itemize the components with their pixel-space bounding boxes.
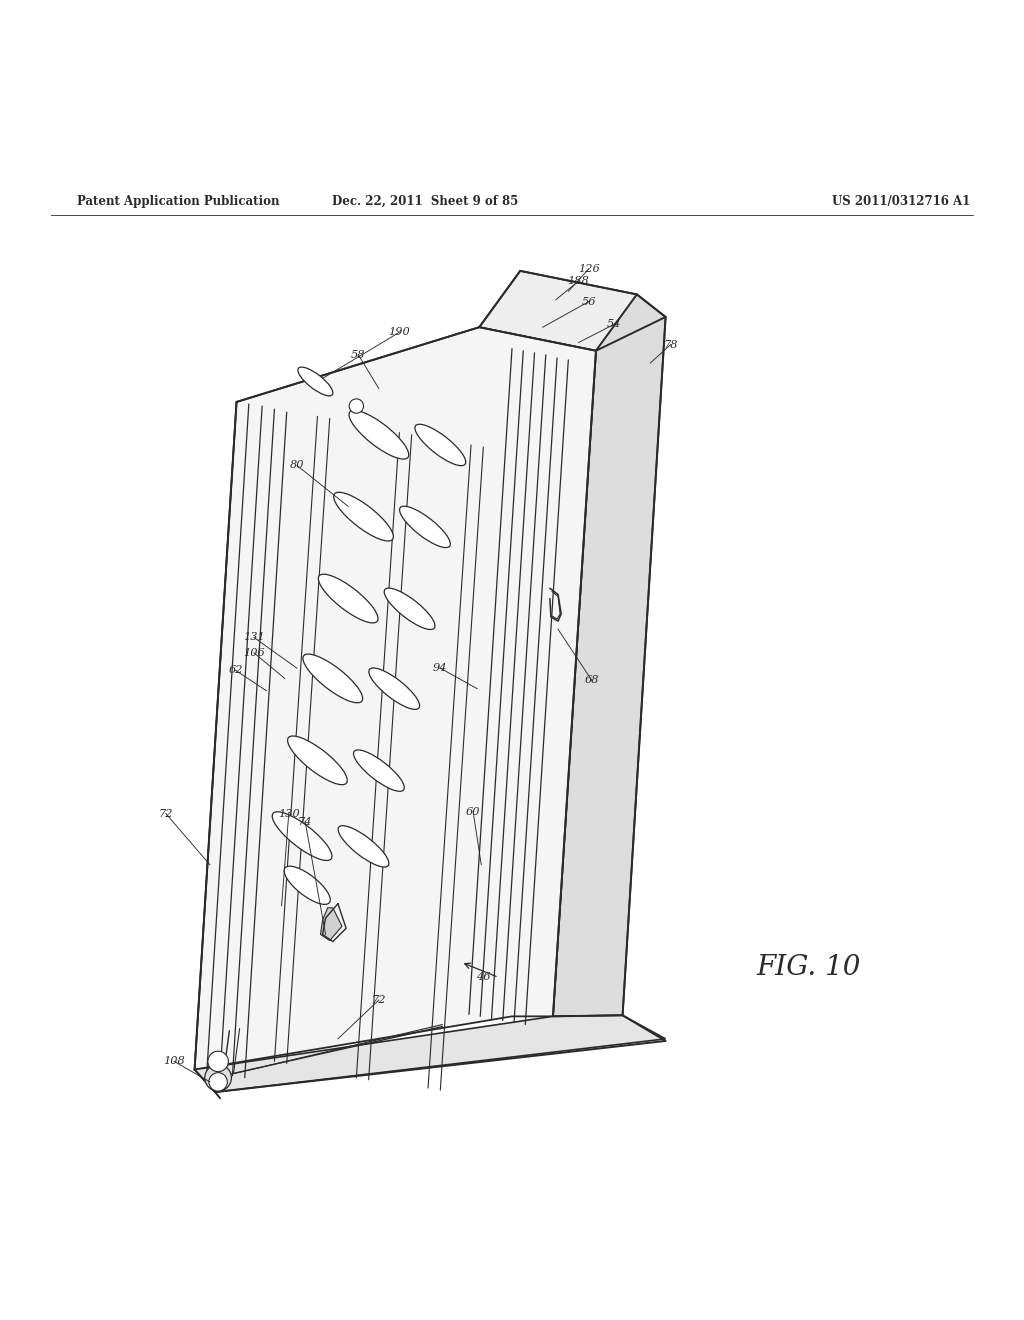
Text: 106: 106	[243, 648, 265, 657]
Text: 131: 131	[243, 632, 265, 643]
Ellipse shape	[369, 668, 420, 709]
Ellipse shape	[349, 411, 409, 459]
Ellipse shape	[415, 424, 466, 466]
Text: 68: 68	[585, 676, 599, 685]
Polygon shape	[321, 908, 342, 941]
Text: Dec. 22, 2011  Sheet 9 of 85: Dec. 22, 2011 Sheet 9 of 85	[332, 195, 518, 207]
Ellipse shape	[353, 750, 404, 791]
Text: 108: 108	[163, 1056, 185, 1067]
Text: 60: 60	[466, 807, 480, 817]
Text: 54: 54	[607, 319, 622, 329]
Text: 72: 72	[372, 995, 386, 1005]
Text: 80: 80	[290, 461, 304, 470]
Text: 72: 72	[159, 809, 173, 818]
Text: US 2011/0312716 A1: US 2011/0312716 A1	[831, 195, 971, 207]
Text: 94: 94	[433, 663, 447, 673]
Ellipse shape	[303, 655, 362, 702]
Ellipse shape	[338, 825, 389, 867]
Ellipse shape	[298, 367, 333, 396]
Ellipse shape	[272, 812, 332, 861]
Ellipse shape	[318, 574, 378, 623]
Text: 78: 78	[664, 339, 678, 350]
Circle shape	[208, 1051, 228, 1072]
Text: 188: 188	[567, 276, 590, 286]
Text: 62: 62	[228, 665, 243, 676]
Ellipse shape	[288, 737, 347, 784]
Text: Patent Application Publication: Patent Application Publication	[77, 195, 280, 207]
Ellipse shape	[334, 492, 393, 541]
Polygon shape	[553, 294, 666, 1016]
Text: 56: 56	[582, 297, 596, 306]
Ellipse shape	[399, 506, 451, 548]
Circle shape	[209, 1073, 227, 1092]
Ellipse shape	[384, 589, 435, 630]
Polygon shape	[195, 327, 596, 1069]
Text: 46: 46	[476, 973, 490, 982]
Text: 190: 190	[388, 327, 411, 338]
Polygon shape	[195, 1015, 666, 1092]
Circle shape	[349, 399, 364, 413]
Circle shape	[205, 1064, 231, 1092]
Text: 126: 126	[578, 264, 600, 273]
Text: 74: 74	[298, 817, 312, 826]
Text: 58: 58	[351, 350, 366, 360]
Polygon shape	[479, 271, 637, 351]
Text: FIG. 10: FIG. 10	[757, 953, 861, 981]
Ellipse shape	[284, 866, 331, 904]
Text: 130: 130	[278, 809, 300, 818]
